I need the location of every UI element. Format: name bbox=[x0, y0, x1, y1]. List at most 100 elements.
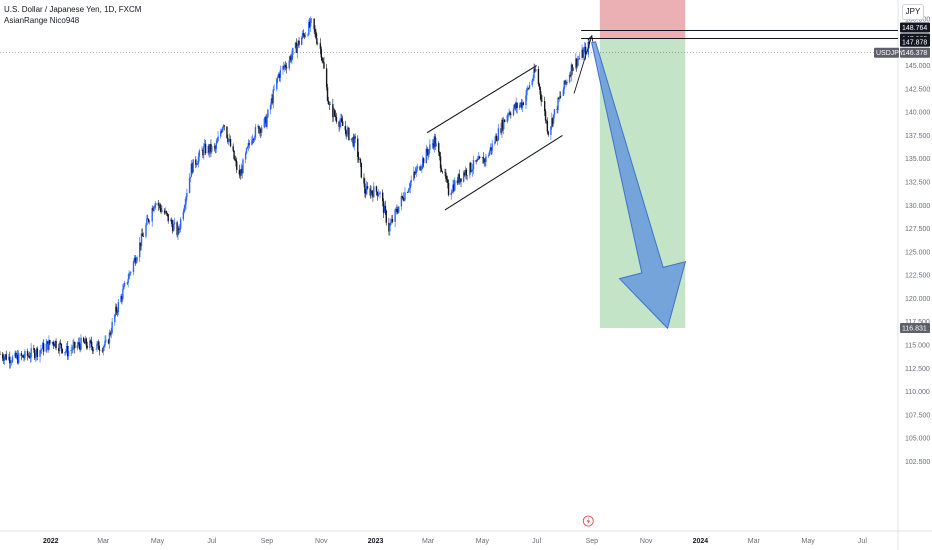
candle-body bbox=[341, 118, 343, 122]
candle-body bbox=[29, 357, 31, 359]
time-tick-label: Mar bbox=[748, 538, 761, 545]
candle-body bbox=[228, 139, 231, 140]
candle-body bbox=[464, 169, 467, 176]
candle-body bbox=[9, 356, 11, 364]
candle-body bbox=[565, 82, 567, 84]
candle-body bbox=[320, 48, 322, 58]
candle-body bbox=[170, 219, 172, 222]
candle-body bbox=[540, 94, 542, 101]
candle-body bbox=[556, 109, 558, 110]
candle-body bbox=[208, 145, 210, 153]
price-tick-label: 137.500 bbox=[905, 133, 930, 140]
candle-body bbox=[535, 69, 537, 72]
candle-body bbox=[506, 115, 508, 122]
candle-body bbox=[327, 100, 330, 105]
time-tick-label: 2023 bbox=[368, 538, 384, 545]
candle-body bbox=[298, 40, 300, 45]
candle-body bbox=[408, 188, 411, 190]
candle-body bbox=[539, 87, 541, 95]
candle-body bbox=[264, 116, 266, 119]
candle-body bbox=[242, 159, 244, 174]
candle-body bbox=[247, 143, 250, 147]
candle-body bbox=[465, 169, 468, 176]
candle-body bbox=[478, 156, 480, 160]
candle-body bbox=[385, 210, 387, 223]
candle-body bbox=[122, 289, 124, 300]
candle-body bbox=[283, 66, 285, 68]
candle-body bbox=[344, 126, 347, 131]
candle-body bbox=[432, 143, 435, 148]
candle-body bbox=[260, 127, 263, 133]
candle-body bbox=[326, 87, 329, 101]
stop-loss-zone bbox=[599, 0, 686, 39]
candle-body bbox=[323, 62, 325, 69]
candle-body bbox=[272, 89, 274, 104]
candle-body bbox=[435, 143, 437, 147]
candle-body bbox=[66, 345, 68, 351]
candle-body bbox=[316, 38, 318, 44]
candle-body bbox=[74, 341, 76, 349]
candle-body bbox=[475, 159, 477, 162]
currency-button[interactable]: JPY bbox=[902, 4, 924, 20]
candle-body bbox=[551, 118, 553, 127]
candle-body bbox=[20, 353, 23, 357]
candle-body bbox=[471, 169, 474, 172]
candle-body bbox=[276, 78, 278, 90]
candle-body bbox=[325, 68, 328, 88]
candle-body bbox=[42, 343, 45, 352]
candle-body bbox=[196, 163, 199, 165]
price-axis-label: 148.764 bbox=[902, 25, 927, 32]
candle-body bbox=[39, 350, 41, 357]
candle-body bbox=[14, 352, 16, 357]
candle-body bbox=[440, 168, 443, 172]
candle-body bbox=[397, 211, 399, 213]
candle-body bbox=[172, 224, 175, 232]
candle-body bbox=[348, 127, 350, 141]
candle-body bbox=[438, 143, 440, 153]
candle-body bbox=[503, 119, 506, 122]
candle-body bbox=[165, 211, 168, 214]
candle-body bbox=[284, 65, 287, 68]
indicator-name[interactable]: AsianRange Nico948 bbox=[4, 16, 80, 25]
candle-body bbox=[160, 208, 162, 212]
candle-body bbox=[292, 47, 294, 56]
candle-body bbox=[321, 57, 323, 61]
candle-body bbox=[459, 178, 461, 183]
candle-body bbox=[414, 172, 416, 173]
price-axis-label-bg bbox=[900, 36, 930, 47]
candle-body bbox=[420, 168, 422, 171]
candle-body bbox=[370, 190, 372, 196]
candle-body bbox=[514, 104, 517, 109]
candle-body bbox=[217, 136, 219, 141]
candle-body bbox=[563, 80, 565, 90]
price-tick-label: 115.000 bbox=[905, 343, 930, 350]
candle-body bbox=[192, 159, 194, 173]
candle-body bbox=[203, 143, 206, 147]
candle-body bbox=[42, 343, 44, 349]
candle-body bbox=[109, 332, 112, 335]
candle-body bbox=[158, 204, 161, 206]
candle-body bbox=[61, 348, 63, 353]
candle-body bbox=[177, 228, 179, 236]
candle-body bbox=[485, 156, 487, 162]
candle-body bbox=[1, 354, 4, 359]
candle-body bbox=[394, 209, 396, 222]
candle-body bbox=[395, 209, 397, 210]
candle-body bbox=[22, 355, 24, 358]
candle-body bbox=[15, 352, 17, 358]
candle-body bbox=[483, 158, 485, 164]
time-tick-label: Jul bbox=[532, 538, 541, 545]
candle-body bbox=[339, 122, 341, 127]
candle-body bbox=[45, 343, 47, 352]
candle-body bbox=[570, 64, 573, 77]
candle-body bbox=[82, 337, 85, 342]
candle-body bbox=[263, 118, 266, 128]
candle-body bbox=[376, 191, 379, 197]
candle-body bbox=[10, 362, 13, 363]
lightning-glyph bbox=[586, 517, 591, 525]
candle-body bbox=[136, 257, 138, 261]
candle-body bbox=[332, 104, 334, 118]
candle-body bbox=[48, 340, 50, 350]
